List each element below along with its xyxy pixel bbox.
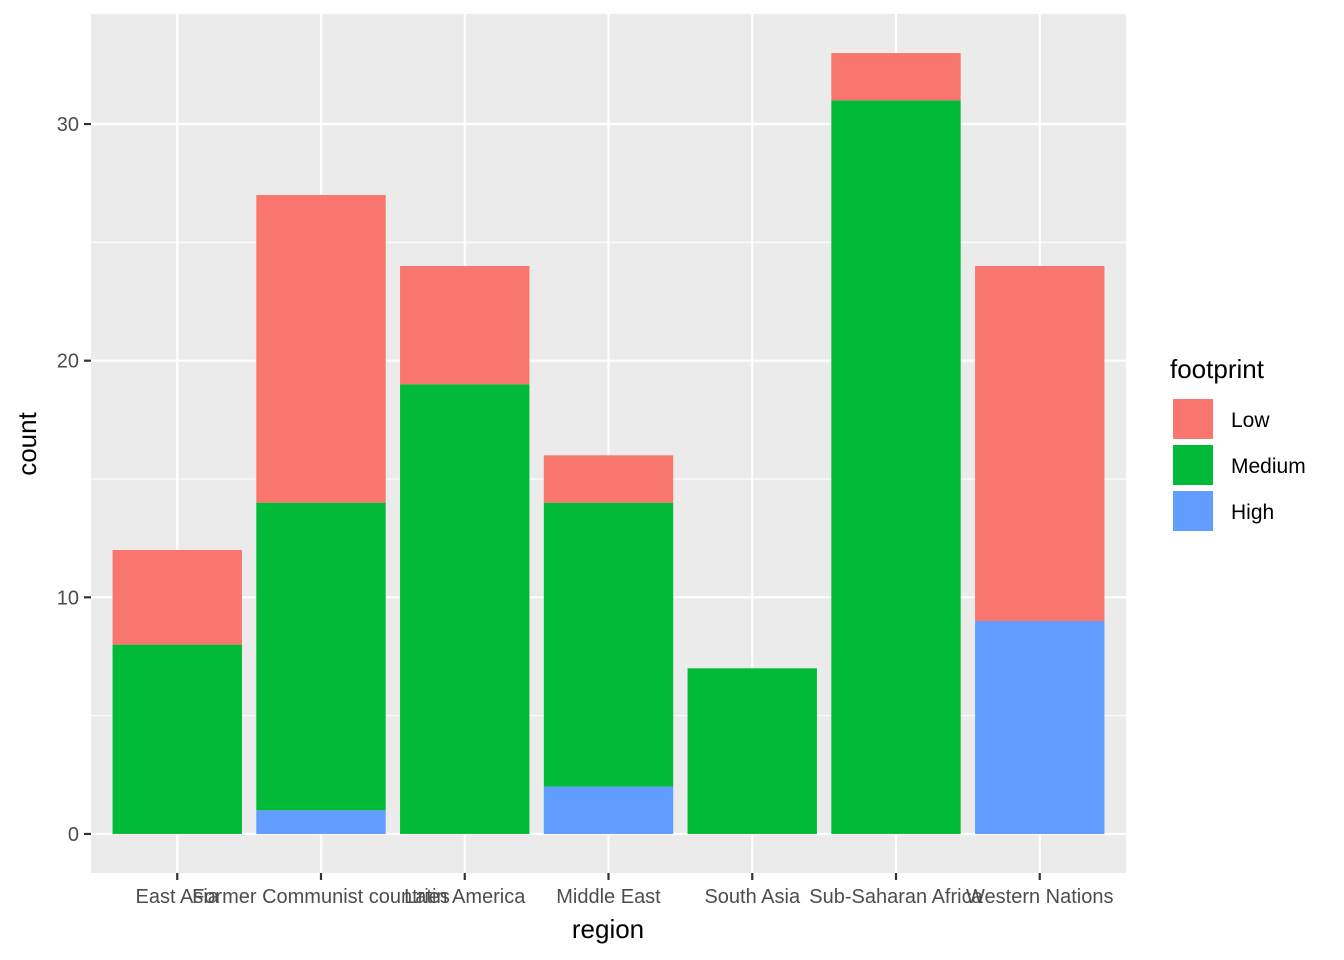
x-tick-label: Western Nations [966,886,1113,908]
x-tick-label: Latin America [404,886,526,908]
legend-items: Low Medium High [1171,397,1306,533]
bar-segment-medium [400,384,530,834]
bar-segment-low [543,455,674,503]
bar-segment-high [975,620,1105,834]
bar-segment-low [112,549,242,645]
legend-key-high [1171,489,1215,533]
legend: footprint Low Medium High [1170,354,1306,533]
legend-label: Low [1231,409,1270,432]
legend-key-medium [1171,443,1215,487]
bar-segment-medium [543,502,674,787]
bars [112,53,1105,834]
x-tick-label: Sub-Saharan Africa [809,886,983,908]
bar-segment-low [256,195,386,503]
y-tick-label: 20 [57,351,79,373]
x-axis-title: region [572,914,644,944]
x-tick-label: South Asia [704,886,801,908]
y-tick-label: 0 [68,824,79,846]
x-tick-label: East Asia [136,886,220,908]
legend-label: High [1231,501,1274,524]
bar-segment-low [400,266,530,385]
x-tick-label: Middle East [556,886,661,908]
bar-segment-medium [687,668,817,834]
legend-label: Medium [1231,455,1306,478]
x-tick-label: Former Communist countries [192,886,450,908]
legend-title: footprint [1170,354,1265,384]
y-tick-label: 10 [57,587,79,609]
y-axis-title: count [12,411,42,475]
bar-segment-high [256,810,386,834]
legend-key-low [1171,397,1215,441]
bar-segment-low [831,53,961,101]
y-tick-label: 30 [57,114,79,136]
bar-segment-high [543,786,674,834]
bar-segment-low [975,266,1105,621]
bar-segment-medium [256,502,386,811]
bar-segment-medium [112,644,242,834]
bar-segment-medium [831,100,961,834]
